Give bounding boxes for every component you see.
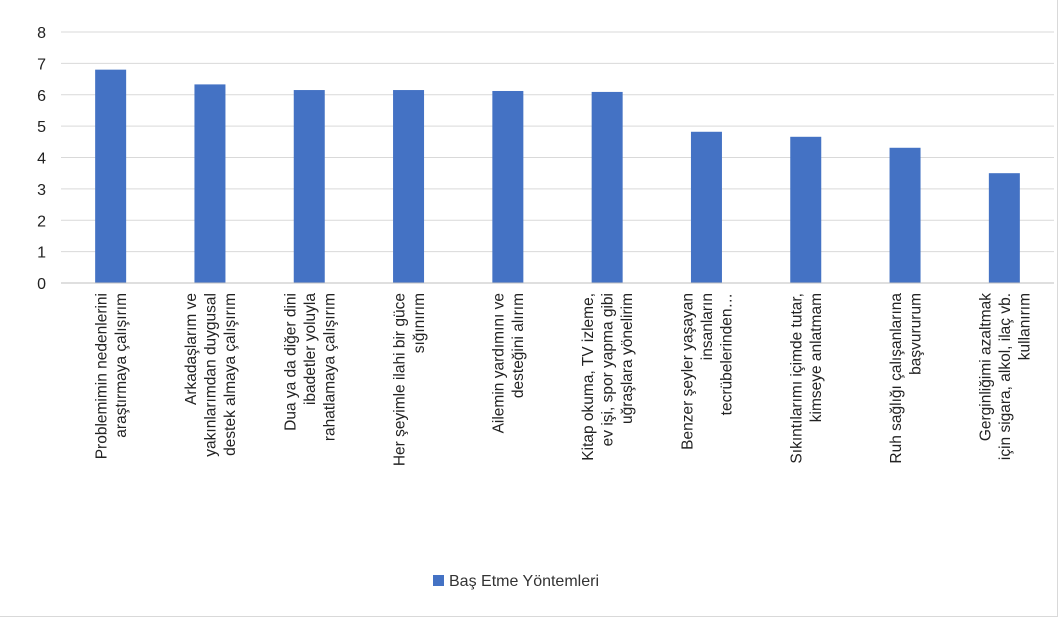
y-tick-label: 0 [37,276,46,293]
x-category-label-line: Sıkıntılarımı içimde tutar, [789,293,806,464]
x-category-label-line: araştırmaya çalışırım [113,293,130,438]
bar [293,90,325,283]
x-category-label-line: tecrübelerinden… [718,293,735,415]
legend-swatch [433,575,444,586]
x-category-label-line: başvururum [907,293,924,375]
x-category-label: Dua ya da diğer dini ibadetler yoluyla rah… [282,293,338,442]
y-tick-label: 1 [37,245,46,262]
x-category-label-line: için sigara, alkol, ilaç vb. [997,293,1014,460]
x-category-label-line: Ruh sağlığı çalışanlarına [888,293,905,464]
bar [95,69,127,284]
bar [790,136,822,283]
bar [690,131,722,283]
x-category-label: Problemimin nedenlerini araştırmaya çalış… [93,293,129,459]
x-category-label-line: rahatlamaya çalışırım [321,293,338,441]
gridlines [61,31,1054,253]
x-category-label-line: Benzer şeyler yaşayan [679,293,696,450]
x-category-label: Arkadaşlarım ve yakınlarımdan duygusal des… [183,293,239,457]
bars [95,69,1020,284]
x-category-label-line: Her şeyimle ilahi bir güce [391,293,408,466]
x-category-label-line: yakınlarımdan duygusal [202,293,219,457]
y-tick-label: 8 [37,25,46,42]
x-category-label-line: ibadetler yoluyla [302,293,319,405]
bar [194,84,226,284]
x-category-label-line: Kitap okuma, TV izleme, [580,293,597,461]
bar [492,90,524,283]
bar [393,90,425,283]
x-category-label: Ailemin yardımını ve desteğini alırım [491,293,527,433]
x-category-label: Sıkıntılarımı içimde tutar, kimseye anlat… [789,293,826,464]
y-tick-label: 7 [37,56,46,73]
x-category-label-line: kullanırım [1016,293,1033,360]
x-category-label-line: ev işi, spor yapma gibi [600,293,617,446]
legend-label: Baş Etme Yöntemleri [449,573,599,590]
x-category-label-line: Problemimin nedenlerini [93,293,110,459]
y-tick-label: 4 [37,151,46,168]
x-category-label-line: Gerginliğimi azaltmak [977,293,994,441]
x-category-label: Ruh sağlığı çalışanlarına başvururum [888,293,925,464]
x-axis-categories: Problemimin nedenlerini araştırmaya çalış… [93,293,1033,467]
y-axis-ticks: 0 1 2 3 4 5 6 7 8 [37,25,46,293]
y-tick-label: 2 [37,213,46,230]
x-category-label-line: uğraşlara yönelirim [619,293,636,424]
x-category-label-line: Dua ya da diğer dini [282,293,299,431]
x-category-label: Gerginliğimi azaltmak için sigara, alkol,… [977,293,1033,460]
x-category-label-line: Ailemin yardımını ve [491,293,508,433]
y-tick-label: 5 [37,119,46,136]
x-category-label-line: Arkadaşlarım ve [183,293,200,405]
legend: Baş Etme Yöntemleri [433,573,599,590]
bar [988,173,1020,283]
bar [591,91,623,284]
x-category-label: Kitap okuma, TV izleme, ev işi, spor yapm… [580,293,636,461]
x-category-label-line: sığınırım [411,293,428,353]
x-category-label-line: kimseye anlatmam [808,293,825,422]
x-category-label-line: insanların [699,293,716,360]
x-category-label: Benzer şeyler yaşayan insanların tecrübele… [679,293,735,450]
x-category-label: Her şeyimle ilahi bir güce sığınırım [391,293,428,466]
x-category-label-line: desteğini alırım [510,293,527,398]
bar [889,147,921,283]
x-category-label-line: destek almaya çalışırım [222,293,239,456]
y-tick-label: 6 [37,88,46,105]
y-tick-label: 3 [37,182,46,199]
